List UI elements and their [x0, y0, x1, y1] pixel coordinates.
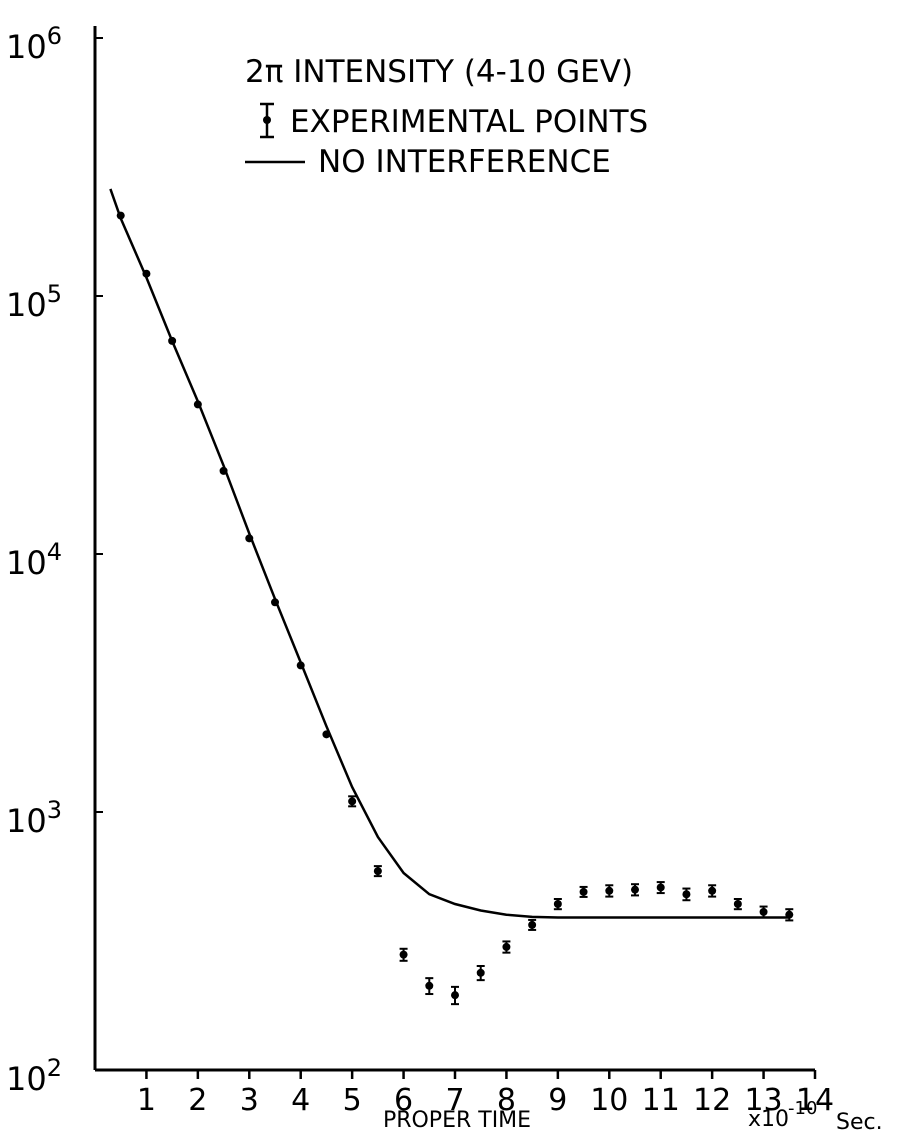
x-axis-title: PROPER TIME — [383, 1108, 531, 1132]
legend-label-experimental-points: EXPERIMENTAL POINTS — [290, 104, 648, 140]
data-point-marker — [528, 920, 537, 929]
x-axis-unit-base: x10 — [748, 1107, 789, 1132]
x-tick-label: 3 — [240, 1083, 259, 1118]
data-point-marker — [476, 968, 485, 977]
data-point-marker — [579, 887, 588, 896]
data-point — [656, 881, 665, 895]
y-ticks: 102 103 104 105 106 — [6, 22, 103, 1098]
x-tick-label: 13 — [744, 1083, 782, 1118]
x-tick-label: 9 — [548, 1083, 567, 1118]
data-point — [219, 466, 228, 475]
series-experimental-points — [116, 211, 794, 1006]
x-tick-label: 1 — [137, 1083, 156, 1118]
data-point-marker — [348, 797, 357, 806]
data-point — [631, 883, 639, 897]
chart-title: 2π INTENSITY (4-10 GEV) — [245, 54, 633, 90]
data-point-marker — [785, 910, 794, 919]
data-point-marker — [296, 661, 305, 670]
data-point-marker — [271, 598, 279, 607]
data-point-marker — [373, 867, 382, 876]
data-point — [399, 947, 408, 962]
data-point — [373, 865, 382, 878]
data-point-marker — [605, 886, 614, 895]
data-point — [425, 977, 434, 996]
data-point — [476, 964, 485, 982]
legend-marker-experimental-points — [260, 102, 274, 139]
data-point — [605, 884, 614, 898]
data-point — [271, 598, 279, 607]
x-tick-label: 12 — [693, 1083, 731, 1118]
data-point — [168, 336, 177, 345]
data-point — [142, 269, 151, 278]
data-point — [451, 985, 459, 1006]
x-tick-label: 2 — [188, 1083, 207, 1118]
data-point — [528, 918, 537, 931]
x-tick-label: 14 — [796, 1083, 834, 1118]
data-point-marker — [759, 907, 768, 916]
data-point-marker — [193, 400, 202, 409]
x-tick-label: 7 — [445, 1083, 464, 1118]
data-point — [116, 211, 125, 220]
data-point-marker — [656, 883, 665, 892]
x-axis-unit-exponent: -10 — [788, 1098, 817, 1119]
legend: 2π INTENSITY (4-10 GEV) EXPERIMENTAL POI… — [245, 54, 648, 180]
data-point-marker — [168, 336, 177, 345]
x-axis-unit-suffix: Sec. — [836, 1110, 883, 1132]
y-tick-label: 105 — [6, 280, 62, 324]
data-point-marker — [322, 730, 331, 739]
data-point-marker — [553, 899, 562, 908]
x-tick-label: 10 — [590, 1083, 628, 1118]
data-point — [733, 897, 742, 911]
x-tick-label: 8 — [497, 1083, 516, 1118]
x-tick-label: 6 — [394, 1083, 413, 1118]
x-axis-unit: x10 -10 Sec. — [748, 1098, 883, 1132]
x-tick-label: 11 — [642, 1083, 680, 1118]
x-tick-label: 4 — [291, 1083, 310, 1118]
data-point-marker — [116, 211, 125, 220]
data-point-marker — [502, 942, 511, 951]
data-point-marker — [682, 890, 691, 899]
data-point — [502, 940, 511, 954]
data-point — [348, 795, 357, 808]
data-point-marker — [451, 991, 459, 1000]
series-line-no-interference — [109, 188, 790, 919]
data-point-marker — [708, 886, 717, 895]
data-point-marker — [631, 885, 639, 894]
y-tick-label: 103 — [6, 796, 62, 840]
data-point-marker — [245, 534, 254, 543]
data-point-marker — [142, 269, 151, 278]
data-point — [759, 905, 768, 919]
data-point — [708, 884, 717, 898]
x-ticks: 1 2 3 4 5 6 7 8 9 10 11 12 13 14 — [137, 1070, 834, 1118]
data-point-marker — [219, 466, 228, 475]
legend-label-no-interference: NO INTERFERENCE — [318, 144, 611, 180]
data-point-marker — [733, 899, 742, 908]
data-point — [193, 400, 202, 409]
data-point — [579, 885, 588, 898]
data-point — [322, 730, 331, 739]
y-tick-label: 102 — [6, 1054, 62, 1098]
data-point — [245, 534, 254, 543]
data-point-marker — [425, 981, 434, 990]
y-tick-label: 106 — [6, 22, 62, 66]
data-point — [553, 897, 562, 911]
data-point-marker — [399, 950, 408, 959]
data-point — [296, 661, 305, 670]
x-tick-label: 5 — [343, 1083, 362, 1118]
data-point — [682, 887, 691, 902]
data-point — [785, 908, 794, 922]
y-tick-label: 104 — [6, 538, 62, 582]
